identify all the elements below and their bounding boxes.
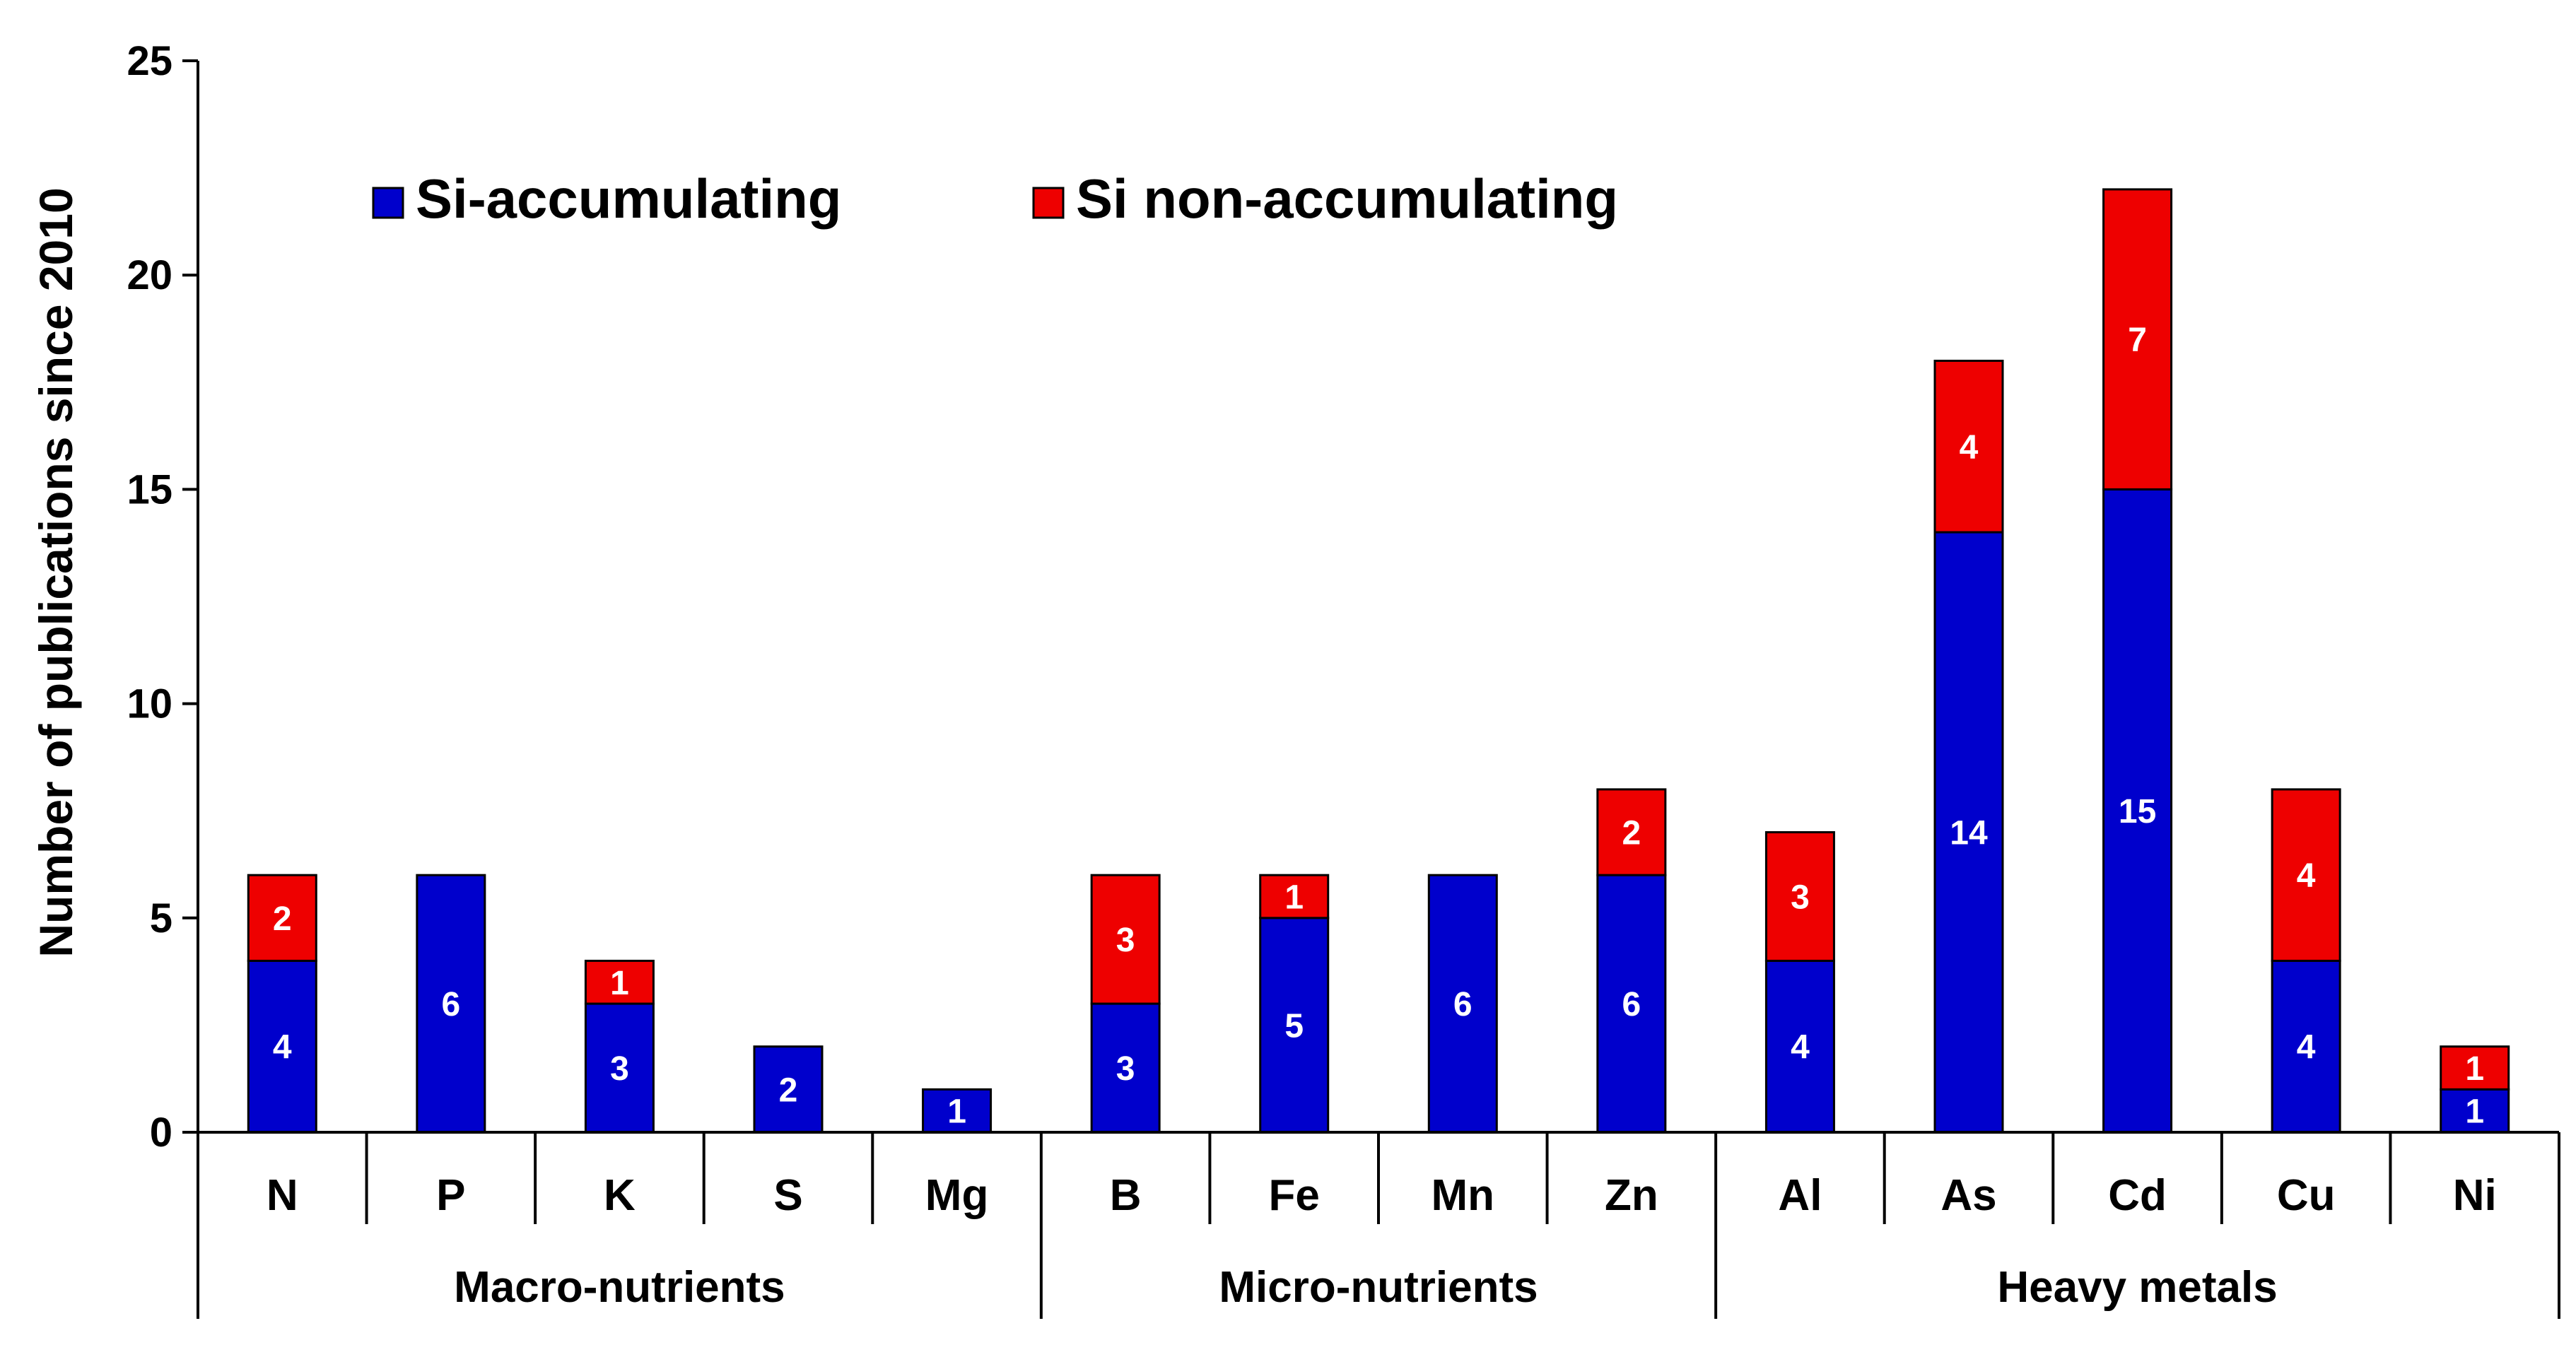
data-label-al-si-non-accumulating: 3 (1791, 879, 1810, 916)
data-label-as-si-accumulating: 14 (1950, 815, 1988, 852)
bar-b-si-non-accumulating (1090, 874, 1161, 1005)
data-label-mn-si-accumulating: 6 (1453, 986, 1473, 1023)
y-tick-label: 15 (127, 466, 172, 512)
data-label-p-si-accumulating: 6 (442, 986, 461, 1023)
x-tick-label-s: S (773, 1171, 802, 1220)
y-tick-label: 0 (150, 1110, 172, 1156)
x-tick-label-ni: Ni (2453, 1171, 2497, 1220)
x-tick-label-as: As (1940, 1171, 1996, 1220)
x-axis: N P K S Mg B Fe Mn Zn Al As Cd Cu Ni Macro-nutrients Mi… (197, 1131, 2560, 1319)
data-label-cu-si-accumulating: 4 (2297, 1029, 2316, 1067)
x-tick-label-p: P (436, 1171, 465, 1220)
data-label-mg-si-accumulating: 1 (947, 1093, 966, 1131)
x-tick-label-k: K (604, 1171, 636, 1220)
data-label-n-si-non-accumulating: 2 (273, 900, 292, 938)
y-tick-label: 5 (150, 895, 172, 941)
y-axis-label: Number of publications since 2010 (30, 187, 82, 957)
legend: Si-accumulating Si non-accumulating (372, 168, 1618, 230)
bar-fe-si-accumulating (1259, 917, 1330, 1134)
data-label-b-si-non-accumulating: 3 (1116, 922, 1135, 959)
data-label-s-si-accumulating: 2 (779, 1071, 798, 1109)
data-label-fe-si-non-accumulating: 1 (1284, 879, 1304, 916)
bar-b-si-accumulating (1090, 1002, 1161, 1134)
data-label-zn-si-non-accumulating: 2 (1622, 815, 1641, 852)
data-label-zn-si-accumulating: 6 (1622, 986, 1641, 1023)
y-tick-label: 10 (127, 681, 172, 727)
group-label-micro-nutrients: Micro-nutrients (1219, 1263, 1538, 1312)
legend-swatch-si-non-accumulating (1032, 187, 1065, 219)
bar-as-si-non-accumulating (1933, 359, 2004, 534)
bar-mg-si-accumulating (922, 1088, 993, 1134)
data-label-n-si-accumulating: 4 (273, 1029, 292, 1067)
x-tick-label-b: B (1110, 1171, 1142, 1220)
x-tick-label-zn: Zn (1605, 1171, 1658, 1220)
x-tick-label-fe: Fe (1269, 1171, 1320, 1220)
x-tick-label-cu: Cu (2277, 1171, 2336, 1220)
bar-ni-si-accumulating (2440, 1088, 2510, 1134)
x-tick-label-mg: Mg (925, 1171, 989, 1220)
bar-al-si-non-accumulating (1764, 831, 1835, 962)
legend-label-si-accumulating: Si-accumulating (416, 168, 841, 230)
legend-label-si-non-accumulating: Si non-accumulating (1076, 168, 1618, 230)
bar-al-si-accumulating (1764, 959, 1835, 1134)
data-label-k-si-accumulating: 3 (610, 1050, 629, 1088)
y-tick-label: 25 (127, 38, 172, 84)
data-label-fe-si-accumulating: 5 (1284, 1007, 1304, 1045)
y-tick-label: 20 (127, 252, 172, 298)
bars: 4 2 6 3 1 2 1 3 3 5 1 6 6 2 4 3 14 4 15 7 4 4 1 1 (247, 188, 2510, 1134)
bar-mn-si-accumulating (1427, 874, 1498, 1134)
data-label-cd-si-non-accumulating: 7 (2128, 322, 2147, 359)
bar-s-si-accumulating (753, 1045, 824, 1134)
bar-ni-si-non-accumulating (2440, 1045, 2510, 1091)
data-label-b-si-accumulating: 3 (1116, 1050, 1135, 1088)
bar-fe-si-non-accumulating (1259, 874, 1330, 920)
bar-cd-si-non-accumulating (2102, 188, 2173, 490)
legend-swatch-si-accumulating (372, 187, 404, 219)
group-label-macro-nutrients: Macro-nutrients (454, 1263, 785, 1312)
data-label-as-si-non-accumulating: 4 (1960, 429, 1979, 466)
data-label-k-si-non-accumulating: 1 (610, 965, 629, 1002)
bar-k-si-non-accumulating (584, 959, 655, 1005)
x-tick-label-cd: Cd (2108, 1171, 2167, 1220)
bar-p-si-accumulating (416, 874, 486, 1134)
data-label-ni-si-accumulating: 1 (2465, 1093, 2484, 1131)
y-axis-ticks: 0 5 10 15 20 25 (127, 38, 199, 1156)
data-label-cd-si-accumulating: 15 (2119, 793, 2156, 830)
data-label-cu-si-non-accumulating: 4 (2297, 857, 2316, 895)
bar-k-si-accumulating (584, 1002, 655, 1134)
data-label-ni-si-non-accumulating: 1 (2465, 1050, 2484, 1088)
bar-zn-si-non-accumulating (1596, 788, 1667, 876)
x-tick-label-al: Al (1778, 1171, 1822, 1220)
bar-cu-si-non-accumulating (2271, 788, 2341, 962)
data-label-al-si-accumulating: 4 (1791, 1029, 1810, 1067)
bar-zn-si-accumulating (1596, 874, 1667, 1134)
bar-n-si-non-accumulating (247, 874, 317, 962)
group-label-heavy-metals: Heavy metals (1997, 1263, 2277, 1312)
bar-cd-si-accumulating (2102, 488, 2173, 1134)
x-tick-label-n: N (267, 1171, 298, 1220)
x-tick-label-mn: Mn (1432, 1171, 1495, 1220)
bar-cu-si-accumulating (2271, 959, 2341, 1134)
bar-as-si-accumulating (1933, 531, 2004, 1134)
